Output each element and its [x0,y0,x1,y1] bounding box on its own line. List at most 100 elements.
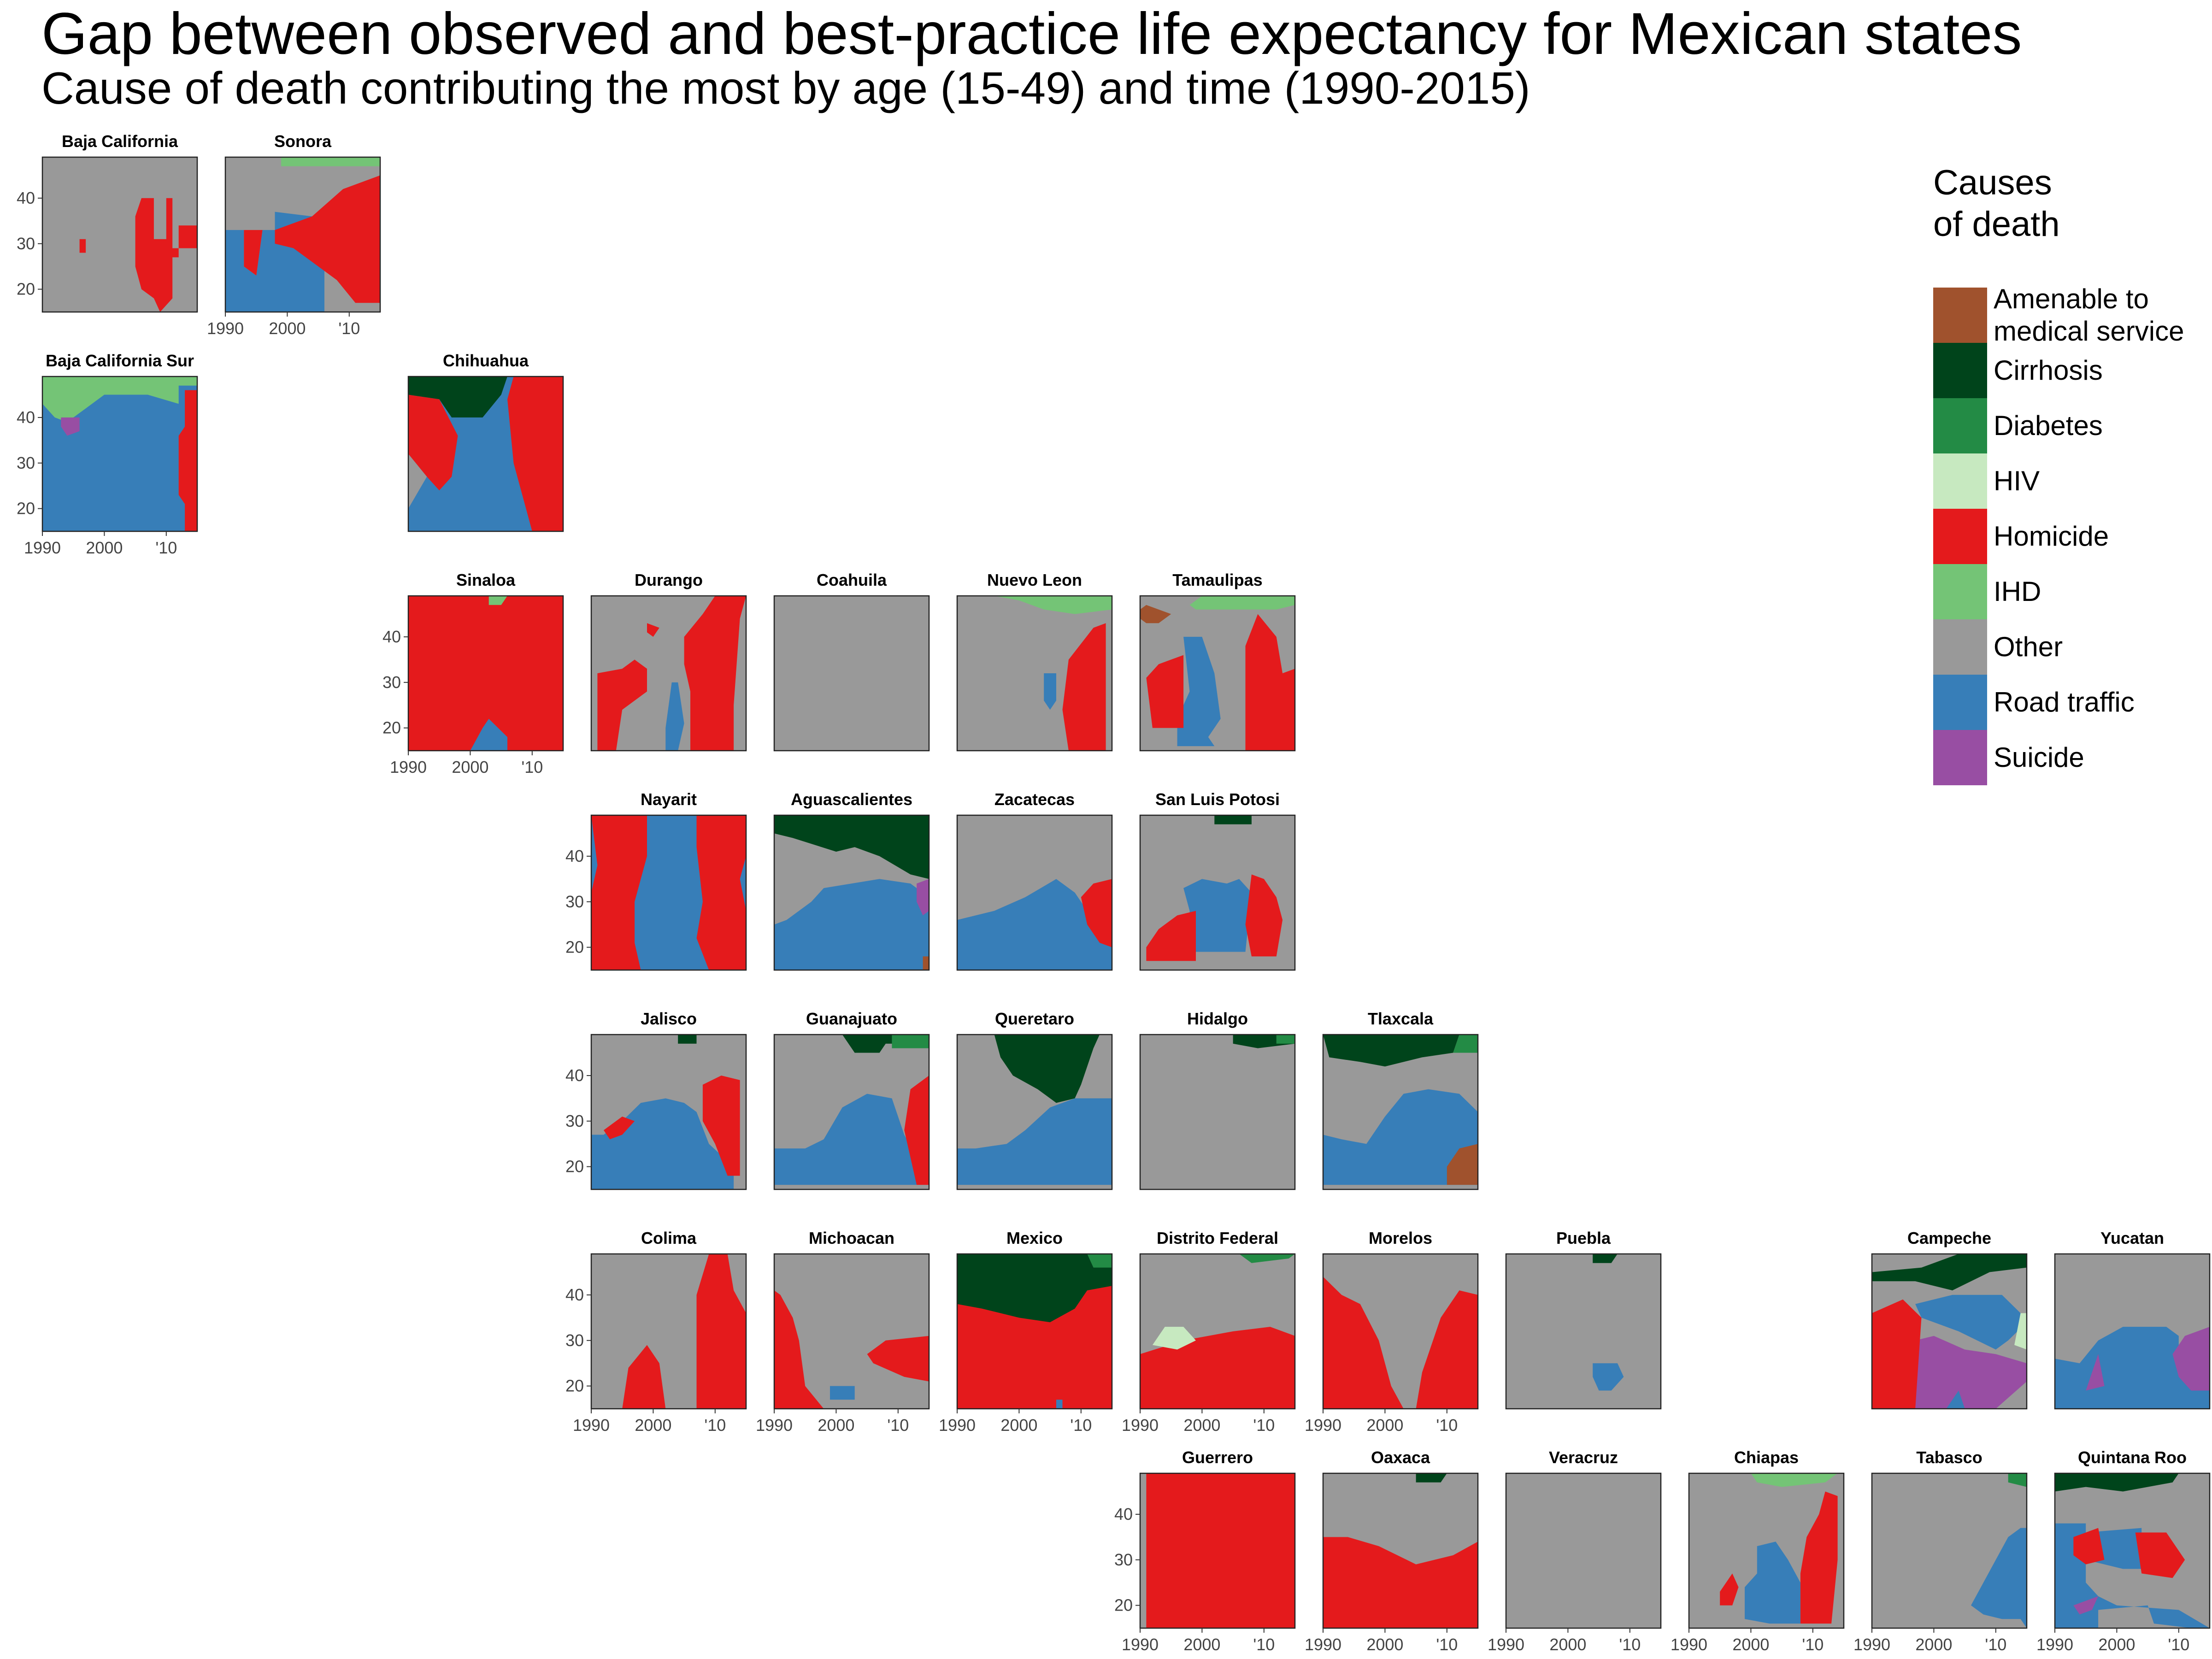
x-tick-label: 1990 [756,1416,793,1435]
panel-heatmap [1872,1473,2027,1628]
heatmap-cause-region [275,175,380,303]
state-panel: Guerrero 20 30 40 1990 2000 '10 [1114,1448,1296,1654]
panel-border [773,1034,930,1190]
state-panel: Queretaro [956,1009,1113,1190]
panel-strip-label: Colima [641,1229,697,1247]
panel-border [1139,1034,1296,1190]
y-tick-label: 40 [1114,1505,1133,1524]
legend: Causes of death Amenable to medical servi… [1933,162,2210,785]
state-panel: Sinaloa 20 30 40 1990 2000 '10 [382,571,564,777]
state-panel: Sonora 1990 2000 '10 [207,132,381,338]
heatmap-cause-region [79,239,86,253]
legend-label-line: Other [1994,631,2063,662]
x-tick-label: '10 [1436,1635,1458,1654]
heatmap-cause-region [507,377,563,531]
x-tick-label: 1990 [1488,1635,1524,1654]
heatmap-cause-region [957,1098,1112,1185]
panel-heatmap [1140,1473,1295,1628]
state-panel: Baja California 20 30 40 [17,132,198,313]
panel-strip-label: Guanajuato [806,1009,897,1028]
state-panel: Nayarit 20 30 40 [565,790,747,971]
x-tick-label: '10 [1070,1416,1092,1435]
heatmap-cause-region [591,815,647,970]
y-tick-label: 30 [565,1112,584,1130]
x-tick-label: 2000 [2098,1635,2135,1654]
state-panel: Campeche [1871,1229,2028,1410]
state-panel: Michoacan 1990 2000 '10 [756,1229,930,1435]
state-panel: Mexico 1990 2000 '10 [939,1229,1113,1435]
panel-strip-label: Oaxaca [1371,1448,1430,1467]
x-tick-label: 2000 [1183,1635,1220,1654]
state-panel: Tlaxcala [1322,1009,1479,1190]
panel-border [407,376,564,532]
state-panel: Zacatecas [956,790,1113,971]
heatmap-cause-region [1245,614,1295,751]
panel-strip-label: Tabasco [1916,1448,1982,1467]
heatmap-cause-region [1323,1277,1404,1409]
y-tick-label: 30 [1114,1550,1133,1569]
legend-swatch [1933,343,1987,398]
panel-heatmap [957,1254,1112,1409]
x-tick-label: 1990 [1305,1635,1341,1654]
heatmap-cause-region [61,417,80,436]
legend-label-line: Suicide [1994,742,2084,773]
heatmap-cause-region [684,596,746,751]
y-tick-label: 40 [17,408,35,427]
panel-border [1139,814,1296,971]
heatmap-cause-region [1146,655,1184,728]
heatmap-cause-region [1189,596,1295,610]
state-panel: Chiapas 1990 2000 '10 [1671,1448,1845,1654]
heatmap-cause-region [470,718,507,751]
panel-border [1322,1253,1479,1410]
y-tick-label: 20 [17,280,35,299]
heatmap-cause-region [917,879,929,916]
legend-swatch [1933,288,1987,343]
x-tick-label: '10 [1802,1635,1824,1654]
legend-swatch [1933,398,1987,453]
legend-label-line: IHD [1994,576,2041,607]
y-tick-label: 30 [17,234,35,253]
panel-border [590,1034,747,1190]
heatmap-cause-region [1872,1299,1922,1409]
x-tick-label: 2000 [635,1416,671,1435]
panel-heatmap [1323,1035,1478,1189]
panel-strip-label: Queretaro [995,1009,1074,1028]
x-tick-label: 2000 [269,319,306,338]
panel-strip-label: Veracruz [1549,1448,1618,1467]
panel-border [956,1253,1113,1410]
heatmap-cause-region [244,230,263,276]
y-tick-label: 20 [565,1377,584,1395]
panel-strip-label: Yucatan [2100,1229,2164,1247]
x-tick-label: 1990 [1853,1635,1890,1654]
state-panel: Jalisco 20 30 40 [565,1009,747,1190]
x-tick-label: '10 [155,538,177,557]
panel-border [41,156,198,313]
heatmap-cause-region [1453,1035,1478,1053]
heatmap-cause-region [1447,1144,1478,1185]
legend-label: IHD [1994,576,2041,608]
state-panel: Quintana Roo 1990 2000 '10 [2036,1448,2211,1654]
legend-label: Diabetes [1994,410,2103,442]
heatmap-cause-region [1056,1400,1063,1409]
heatmap-cause-region [830,1386,855,1400]
legend-swatch [1933,619,1987,675]
panel-strip-label: Sinaloa [456,571,516,589]
heatmap-cause-region [696,1254,746,1409]
panel-heatmap [1506,1254,1661,1409]
heatmap-cause-region [923,956,929,970]
legend-label: Cirrhosis [1994,354,2103,387]
panel-border [590,1253,747,1410]
x-tick-label: 2000 [1915,1635,1952,1654]
panel-heatmap [1872,1254,2027,1409]
heatmap-cause-region [1044,673,1056,710]
panel-strip-label: Nayarit [641,790,697,809]
heatmap-cause-region [1245,874,1283,957]
panel-border [956,1034,1113,1190]
state-panel: Nuevo Leon [956,571,1113,752]
panel-heatmap [957,815,1112,970]
panel-heatmap [225,157,380,312]
heatmap-cause-region [408,377,507,418]
heatmap-cause-region [678,1035,697,1044]
panel-strip-label: San Luis Potosi [1155,790,1280,809]
